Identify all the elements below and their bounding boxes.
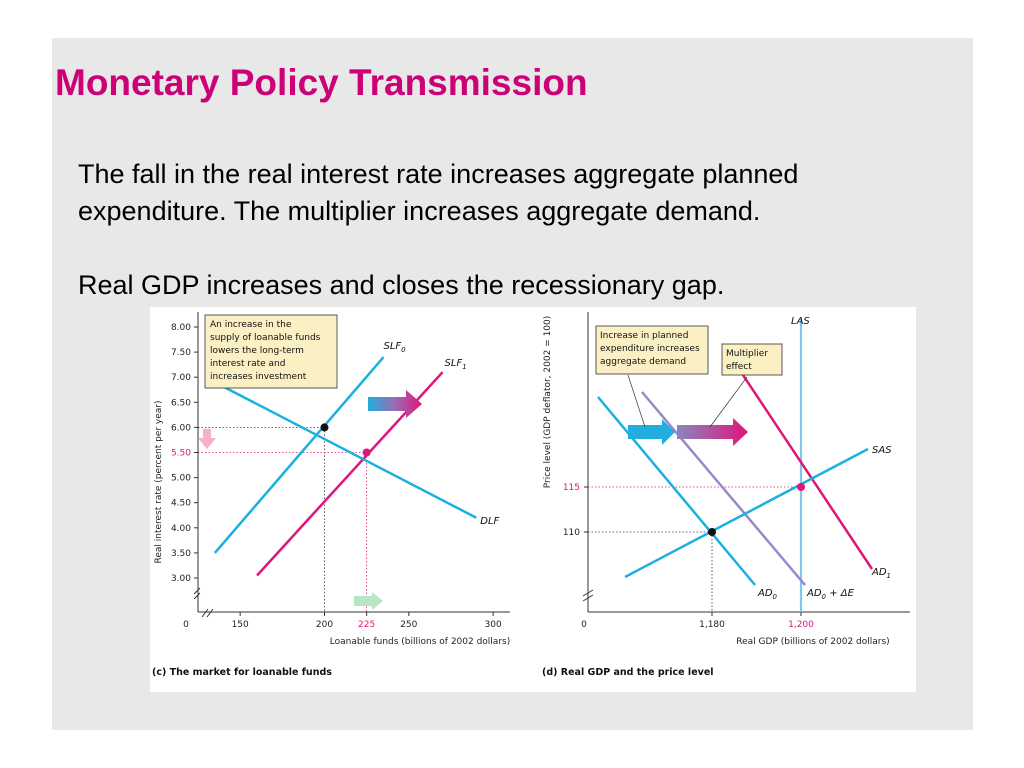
ad1-label-name: AD (871, 567, 887, 578)
caption-c: (c) The market for loanable funds (152, 667, 332, 678)
paragraph-expenditure: The fall in the real interest rate incre… (78, 156, 798, 230)
curve-c-0 (213, 356, 385, 554)
y-tick-label-110: 110 (563, 528, 580, 538)
x-tick-label-c: 150 (232, 620, 249, 630)
ad1-line (721, 344, 874, 570)
ad0-line (597, 396, 756, 586)
guide-lines-c (198, 427, 368, 612)
x-axis-label-c: Loanable funds (billions of 2002 dollars… (330, 637, 510, 647)
y-tick-label-c: 5.00 (171, 474, 191, 484)
y-tick-label-c: 7.50 (171, 348, 191, 358)
y-tick-label-c: 4.00 (171, 524, 191, 534)
ad1-label-sub: 1 (887, 572, 891, 580)
paragraph-gdp: Real GDP increases and closes the recess… (78, 270, 725, 300)
sas-label: SAS (872, 445, 892, 456)
ad0-label-sub: 0 (773, 593, 778, 601)
ad0-label: AD0 (757, 588, 778, 601)
curve-label-name-c-2: DLF (480, 516, 499, 527)
equilibrium-point-d-1 (797, 483, 805, 491)
y-tick-label-c: 6.00 (171, 423, 191, 433)
slide-title: Monetary Policy Transmission (55, 62, 588, 103)
annotation-box-multiplier (721, 343, 783, 376)
y-tick-label-c: 4.50 (171, 499, 191, 509)
spending-shift-arrow (628, 419, 675, 445)
x-tick-label-1200: 1,200 (788, 620, 814, 630)
annotation-c-line-3: interest rate and (210, 359, 285, 369)
curve-label-sub-c-0: 0 (401, 346, 406, 354)
x-tick-label-c: 225 (358, 620, 375, 630)
curve-label-c-0: SLF0 (384, 341, 407, 354)
curve-label-c-2: DLF (480, 516, 499, 527)
y-tick-label-c: 3.00 (171, 574, 191, 584)
annotation-spending-line-1: Increase in planned (600, 331, 688, 341)
y-tick-label-c: 5.50 (171, 449, 191, 459)
curve-label-name-c-1: SLF (445, 358, 463, 369)
real-gdp-chart: Price level (GDP deflator, 2002 = 100) 0… (542, 312, 910, 678)
annotation-c-line-2: lowers the long-term (210, 346, 304, 356)
y-tick-label-c: 8.00 (171, 323, 191, 333)
ad0-plus-de-label-suffix: + ΔE (826, 588, 855, 599)
ad1-label: AD1 (871, 567, 891, 580)
curve-label-name-c-0: SLF (384, 341, 402, 352)
x-origin-d: 0 (581, 620, 587, 630)
x-ticks-c: 150 200 225 250 300 (232, 612, 502, 630)
annotation-c-line-1: supply of loanable funds (210, 333, 321, 343)
sas-line (624, 447, 869, 579)
y-tick-label-c: 3.50 (171, 549, 191, 559)
x-origin-c: 0 (183, 620, 189, 630)
multiplier-shift-arrow (677, 418, 748, 446)
rate-fall-arrow (198, 429, 216, 449)
y-tick-label-c: 7.00 (171, 373, 191, 383)
annotation-multiplier-line-2: effect (726, 362, 752, 372)
supply-shift-arrow (368, 390, 422, 418)
figure-panels: Real interest rate (percent per year) 8.… (150, 307, 916, 692)
las-label: LAS (791, 316, 810, 327)
equilibrium-points-c (320, 423, 371, 457)
ad0-plus-de-line (641, 391, 806, 586)
ad0-label-name: AD (757, 588, 773, 599)
annotation-spending-line-2: expenditure increases (600, 344, 700, 354)
annotation-c-line-0: An increase in the (210, 320, 292, 330)
equilibrium-point-c-0 (320, 423, 329, 432)
y-axis-label-d: Price level (GDP deflator, 2002 = 100) (543, 316, 553, 489)
caption-d: (d) Real GDP and the price level (542, 667, 714, 678)
x-axis-label-d: Real GDP (billions of 2002 dollars) (736, 637, 889, 647)
ad0-plus-de-label-sub: 0 (822, 593, 827, 601)
y-axis-label-c: Real interest rate (percent per year) (154, 400, 164, 563)
x-tick-label-c: 300 (485, 620, 502, 630)
annotation-multiplier-line-1: Multiplier (726, 349, 768, 359)
funds-increase-arrow (354, 592, 383, 610)
annotation-c-line-4: increases investment (210, 372, 307, 382)
axis-breaks-c (193, 587, 214, 618)
curve-c-2 (214, 381, 477, 519)
callout-pointer-spending (627, 374, 646, 428)
callout-pointer-multiplier (709, 376, 748, 428)
loanable-funds-chart: Real interest rate (percent per year) 8.… (152, 312, 510, 678)
curve-label-c-1: SLF1 (445, 358, 467, 371)
paragraph-line-1: The fall in the real interest rate incre… (78, 159, 799, 189)
annotation-box-spending (595, 325, 709, 375)
figure-svg: Real interest rate (percent per year) 8.… (152, 312, 910, 678)
x-tick-label-1180: 1,180 (699, 620, 725, 630)
ad0-plus-de-label-name: AD (806, 588, 822, 599)
axis-breaks-d (582, 589, 594, 602)
x-tick-label-c: 200 (316, 620, 333, 630)
paragraph-line-2: expenditure. The multiplier increases ag… (78, 196, 761, 226)
curve-label-sub-c-1: 1 (462, 363, 466, 371)
ad0-plus-de-label: AD0 + ΔE (806, 588, 855, 601)
annotation-box-c: An increase in the supply of loanable fun… (204, 314, 338, 389)
y-tick-label-c: 6.50 (171, 398, 191, 408)
x-tick-label-c: 250 (400, 620, 417, 630)
equilibrium-point-d-0 (708, 528, 716, 536)
equilibrium-point-c-1 (362, 448, 371, 457)
annotation-spending-line-3: aggregate demand (600, 357, 686, 367)
y-tick-label-115: 115 (563, 483, 580, 493)
y-ticks-c: 8.00 7.50 7.00 6.50 6.00 5.50 5.00 4.50 4.00 3.50… (171, 323, 198, 584)
